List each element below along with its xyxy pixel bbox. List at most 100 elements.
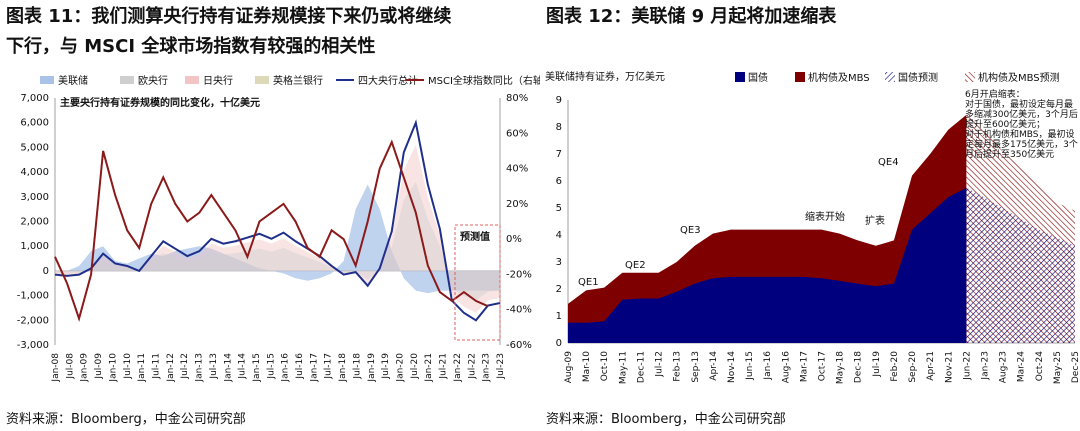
x-axis-tick: Aug-23 [999,351,1009,383]
right-chart: 美联储持有证券，万亿美元 国债 机构债及MBS 国债预测 机构债及MBS预测 0 1 2 3 4 5… [545,70,1080,384]
x-axis-tick: Jan-17 [309,353,319,383]
x-axis-tick: Jan-19 [367,353,377,383]
note-line-6: 月后提升至350亿美元 [965,148,1054,160]
left-axis-tick: -3,000 [17,340,49,351]
x-axis-tick: Jul-13 [209,353,219,380]
note-line-2: 多缩减300亿美元，3个月后 [965,108,1078,120]
legend-label-ecb: 欧央行 [138,74,168,87]
x-axis-tick: Nov-14 [727,351,737,383]
legend-label-3: 机构债及MBS预测 [978,71,1060,84]
x-axis-tick: May-18 [836,351,846,384]
x-axis-tick: Jan-20 [396,353,406,383]
right-axis-tick: -20% [506,269,532,280]
x-axis-tick: Jan-23 [980,351,990,381]
left-chart-title-line1: 图表 11：我们测算央行持有证券规模接下来仍或将继续 [6,6,452,27]
x-axis-tick: Jul-08 [65,353,75,380]
legend-swatch-ecb [120,76,134,84]
x-axis-tick: Jul-15 [266,353,276,380]
legend-swatch-0 [735,72,745,82]
y-axis-tick: 7 [556,149,562,160]
left-axis-tick: -1,000 [17,291,49,302]
y-axis-tick: 1 [556,311,562,322]
note-line-4: 对于机构债和MBS，最初设 [965,128,1075,140]
left-axis-tick: -2,000 [17,315,49,326]
legend-label-0: 国债 [748,71,768,84]
x-axis-tick: Jul-17 [324,353,334,380]
x-axis-tick: Dec-18 [854,351,864,383]
right-axis-tick: 20% [506,199,528,210]
x-axis-tick: Sep-20 [908,351,918,383]
y-axis-tick: 6 [556,176,562,187]
x-axis-tick: Jan-13 [195,353,205,383]
left-axis-tick: 7,000 [20,93,49,104]
note-line-5: 定每月最多175亿美元，3个 [965,138,1078,150]
legend-swatch-fed [40,76,54,84]
treasury-forecast-area [966,187,1075,343]
x-axis-tick: Jul-09 [94,353,104,380]
x-axis-tick: Dec-11 [636,351,646,383]
legend-label-total: 四大央行总计 [358,74,418,87]
x-axis-tick: Apr-14 [709,351,719,381]
x-axis-tick: Jan-14 [223,353,233,383]
note-line-0: 6月开启缩表： [965,88,1025,100]
right-axis-tick: 0% [506,234,522,245]
x-axis-tick: Jan-11 [137,353,147,383]
x-axis-tick: Jan-21 [424,353,434,383]
x-axis-tick: Jul-14 [238,353,248,380]
annotation-1: QE2 [625,260,646,271]
x-axis-tick: Jul-23 [496,353,506,380]
y-axis-tick: 3 [556,257,562,268]
x-axis-tick: Jul-16 [295,353,305,380]
x-axis-tick: Jul-20 [410,353,420,380]
legend-label-boe: 英格兰银行 [273,74,323,87]
x-axis-tick: Jan-15 [252,353,262,383]
right-axis-tick: -40% [506,305,532,316]
left-chart: 美联储 欧央行 日央行 英格兰银行 四大央行总计 MSCI全球指数同比（右轴） 主要央行持有… [17,74,540,383]
x-axis-tick: Jan-22 [453,353,463,383]
x-axis-tick: Apr-21 [926,351,936,381]
x-axis-tick: Jan-16 [281,353,291,383]
x-axis-tick: Jul-19 [872,351,882,378]
x-axis-tick: Jan-18 [338,353,348,383]
left-axis-tick: 5,000 [20,142,49,153]
x-axis-tick: Jul-22 [467,353,477,380]
left-axis-tick: 3,000 [20,192,49,203]
y-axis-tick: 9 [556,95,562,106]
x-axis-tick: Jul-18 [352,353,362,380]
x-axis-tick: Jan-10 [108,353,118,383]
y-axis-tick: 0 [556,338,562,349]
forecast-label: 预测值 [460,230,490,243]
annotation-0: QE1 [578,277,599,288]
right-axis-tick: 40% [506,164,528,175]
y-axis-tick: 8 [556,122,562,133]
x-axis-tick: Feb-20 [890,351,900,382]
x-axis-tick: Jun-22 [962,351,972,381]
annotation-3: 缩表开始 [805,210,845,223]
x-axis-tick: Oct-17 [818,351,828,381]
x-axis-tick: Aug-16 [781,351,791,384]
legend-swatch-boe [255,76,269,84]
left-axis-tick: 1,000 [20,241,49,252]
x-axis-tick: Mar-24 [1017,351,1027,382]
x-axis-tick: Feb-13 [673,351,683,382]
x-axis-tick: Jan-16 [763,351,773,381]
x-axis-tick: Oct-10 [600,351,610,382]
legend-label-2: 国债预测 [898,71,938,84]
left-chart-title-line2: 下行，与 MSCI 全球市场指数有较强的相关性 [6,36,376,57]
right-source: 资料来源：Bloomberg，中金公司研究部 [546,412,786,427]
annotation-4: 扩表 [865,214,885,227]
right-axis-tick: 60% [506,128,528,139]
forecast-box [454,224,501,341]
x-axis-tick: May-11 [618,351,628,384]
y-axis-tick: 4 [556,230,562,241]
legend-label-fed: 美联储 [58,74,88,87]
left-axis-tick: 2,000 [20,217,49,228]
ecb-area [55,181,500,301]
legend-label-1: 机构债及MBS [808,71,870,84]
x-axis-tick: Sep-13 [691,351,701,383]
left-subtitle: 主要央行持有证券规模的同比变化，十亿美元 [60,96,260,109]
x-axis-tick: Aug-09 [564,351,574,384]
legend-swatch-2 [885,72,895,82]
y-axis-tick: 2 [556,284,562,295]
left-axis-tick: 4,000 [20,167,49,178]
